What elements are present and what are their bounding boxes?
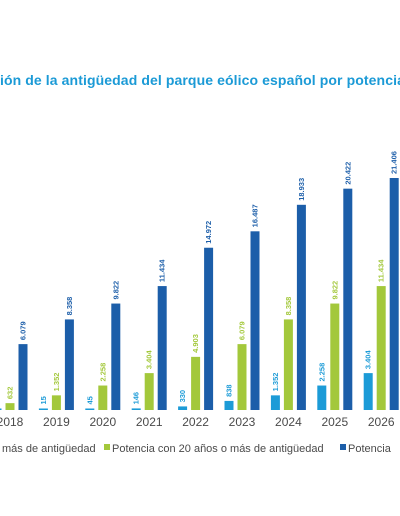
data-label-2025-series-1: 2.258 [317, 363, 326, 382]
data-label-2019-series-3: 8.358 [65, 297, 74, 316]
bar-2026-series-2 [376, 286, 386, 410]
data-label-2026-series-1: 3.404 [364, 350, 373, 370]
bar-2019-series-1 [38, 408, 48, 410]
data-label-2021-series-1: 146 [132, 392, 141, 405]
x-tick-label: 2020 [89, 415, 116, 429]
data-label-2018-series-2: 632 [6, 387, 15, 400]
x-tick-label: 2019 [43, 415, 70, 429]
bar-2025-series-2 [330, 303, 340, 410]
bar-2024-series-1 [270, 395, 280, 410]
bar-2026-series-1 [363, 373, 373, 410]
bar-2024-series-3 [296, 204, 306, 410]
data-label-2021-series-2: 3.404 [145, 350, 154, 370]
bar-2019-series-2 [51, 395, 61, 410]
x-tick-label: 2023 [229, 415, 256, 429]
data-label-2018-series-1: 10 [0, 396, 2, 404]
x-tick-label: 2025 [321, 415, 348, 429]
x-tick-label: 2026 [368, 415, 395, 429]
x-tick-label: 2018 [0, 415, 24, 429]
bar-2024-series-2 [283, 319, 293, 410]
x-tick-label: 2024 [275, 415, 302, 429]
data-label-2018-series-3: 6.079 [19, 321, 28, 340]
bar-2022-series-1 [178, 406, 188, 410]
data-label-2024-series-3: 18.933 [297, 178, 306, 201]
legend-label: Potencia con 20 años o más de antigüedad [112, 443, 324, 455]
data-label-2022-series-2: 4.903 [191, 334, 200, 353]
bar-2022-series-2 [191, 356, 201, 410]
bar-2023-series-1 [224, 400, 234, 410]
data-label-2022-series-3: 14.972 [204, 221, 213, 244]
bar-2023-series-3 [250, 231, 260, 410]
data-label-2020-series-1: 45 [85, 396, 94, 404]
chart-title: ión de la antigüedad del parque eólico e… [0, 72, 400, 88]
legend-label: Potencia [348, 443, 392, 455]
data-label-2024-series-1: 1.352 [271, 373, 280, 392]
bar-2021-series-2 [144, 373, 154, 410]
bar-2018-series-2 [5, 403, 15, 410]
bar-2020-series-3 [111, 303, 121, 410]
data-label-2026-series-2: 11.434 [377, 259, 386, 282]
bar-2018-series-1 [0, 408, 2, 410]
data-label-2023-series-1: 838 [225, 384, 234, 397]
bar-2020-series-2 [98, 385, 108, 410]
legend-item-1: más de antigüedad [2, 443, 96, 455]
data-label-2019-series-1: 15 [39, 396, 48, 404]
data-label-2021-series-3: 11.434 [158, 259, 167, 282]
data-label-2020-series-3: 9.822 [111, 281, 120, 300]
bar-2026-series-3 [389, 178, 399, 410]
bar-2023-series-2 [237, 344, 247, 410]
legend-item-2: Potencia con 20 años o más de antigüedad [104, 443, 324, 455]
legend-item-3: Potencia [340, 443, 392, 455]
data-label-2019-series-2: 1.352 [52, 373, 61, 392]
bar-2025-series-1 [317, 385, 327, 410]
x-tick-label: 2022 [182, 415, 209, 429]
data-label-2026-series-3: 21.406 [390, 151, 399, 174]
bar-2021-series-1 [131, 408, 141, 410]
bar-2021-series-3 [157, 286, 167, 410]
bar-2018-series-3 [18, 344, 28, 410]
data-label-2022-series-1: 330 [178, 390, 187, 403]
data-label-2024-series-2: 8.358 [284, 297, 293, 316]
bar-2020-series-1 [85, 408, 95, 410]
data-label-2023-series-2: 6.079 [238, 321, 247, 340]
data-label-2020-series-2: 2.258 [98, 363, 107, 382]
data-label-2025-series-3: 20.422 [343, 162, 352, 185]
bar-2022-series-3 [204, 247, 214, 410]
data-label-2023-series-3: 16.487 [251, 204, 260, 227]
legend-swatch [104, 444, 110, 450]
legend-label: más de antigüedad [2, 443, 96, 455]
legend-swatch [340, 444, 346, 450]
data-label-2025-series-2: 9.822 [330, 281, 339, 300]
bar-2025-series-3 [343, 188, 353, 410]
bar-2019-series-3 [64, 319, 74, 410]
x-tick-label: 2021 [136, 415, 163, 429]
